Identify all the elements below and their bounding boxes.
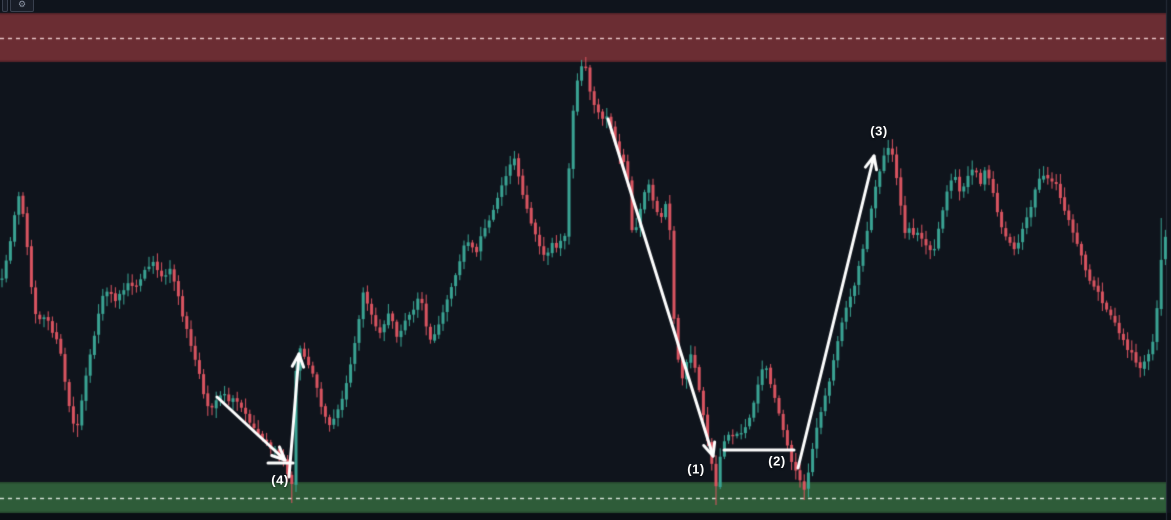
wave-label: (3) — [870, 123, 888, 139]
wave-label: (1) — [687, 461, 705, 477]
mini-toolbar: ⚙ — [2, 0, 34, 12]
toolbar-edge — [2, 0, 8, 12]
wave-label: (4) — [271, 472, 289, 488]
gear-icon[interactable]: ⚙ — [10, 0, 34, 12]
wave-label: (2) — [768, 453, 786, 469]
